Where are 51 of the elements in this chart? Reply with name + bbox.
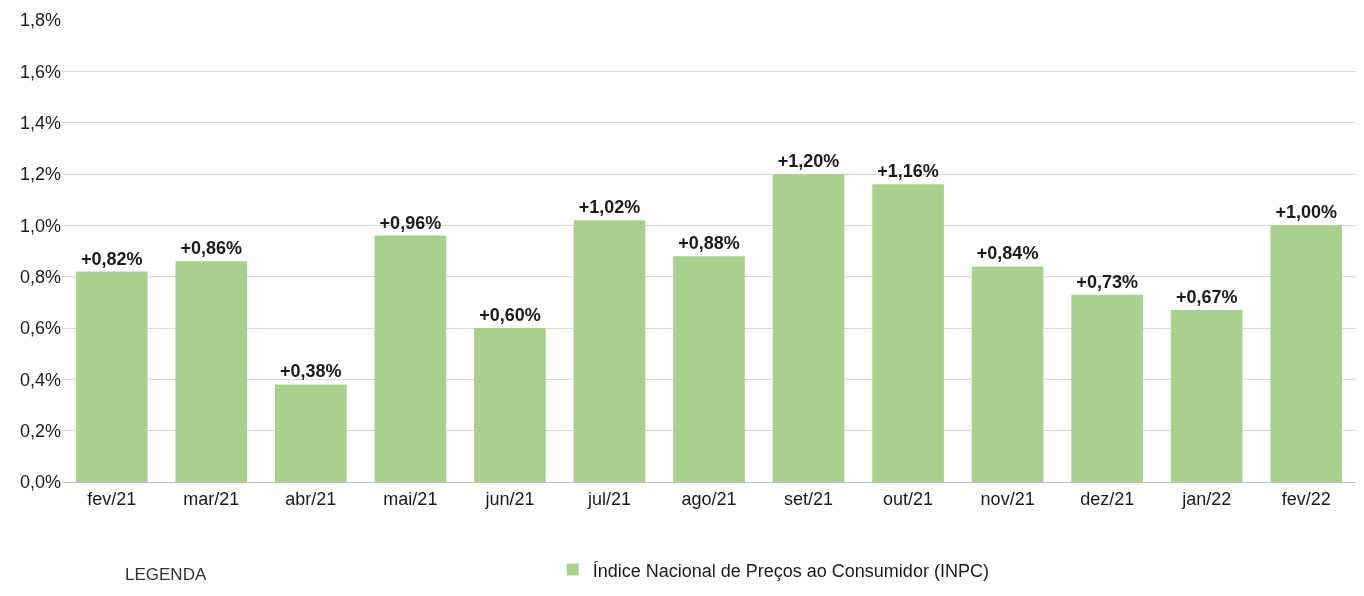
bar [374,235,447,482]
data-label: +1,16% [877,161,939,182]
y-tick-label: 0,2% [19,420,61,441]
data-label: +0,88% [678,233,740,254]
legend-label: Índice Nacional de Preços ao Consumidor (INPC) [592,560,989,581]
bar [1270,225,1343,482]
data-label: +0,82% [80,248,143,269]
bar [872,184,944,482]
y-tick-label: 0,4% [19,369,61,390]
x-tick-label: mai/21 [383,488,438,509]
data-label: +0,96% [379,212,442,233]
bar [971,266,1044,482]
data-label: +0,60% [479,305,541,325]
bar [673,256,745,482]
x-tick-label: mar/21 [183,488,240,509]
x-tick-label: jul/21 [586,488,631,509]
x-tick-label: fev/21 [87,488,137,509]
y-tick-label: 0,0% [19,472,61,493]
x-tick-label: fev/22 [1281,488,1331,509]
bar [175,261,248,482]
data-label: +1,02% [578,197,641,218]
y-tick-label: 1,8% [19,10,61,31]
x-tick-label: ago/21 [681,488,737,509]
text: LEGENDA [125,565,207,584]
data-label: +1,00% [1275,202,1338,223]
x-tick-label: dez/21 [1080,488,1135,509]
x-tick-label: abr/21 [285,488,337,509]
y-tick-label: 1,6% [19,61,61,82]
y-tick-label: 1,0% [19,215,61,236]
x-tick-label: set/21 [784,488,834,509]
data-label: +0,73% [1076,271,1138,292]
x-tick-label: out/21 [883,488,934,509]
x-tick-label: jan/22 [1181,488,1232,509]
bar [772,174,845,482]
bar [275,384,347,482]
y-tick-label: 1,2% [19,164,61,185]
bar [474,328,546,482]
data-label: +0,86% [180,238,243,259]
bar [1071,294,1143,482]
data-label: +1,20% [777,151,840,171]
y-tick-label: 0,6% [19,318,61,339]
data-label: +0,84% [976,243,1039,264]
y-tick-label: 0,8% [19,266,61,287]
x-tick-label: nov/21 [980,488,1035,509]
bar [1170,310,1243,482]
data-label: +0,67% [1175,287,1238,308]
x-tick-label: jun/21 [484,488,535,509]
bar [573,220,646,482]
data-label: +0,38% [280,361,342,382]
y-tick-label: 1,4% [19,112,61,133]
bar [75,271,148,482]
